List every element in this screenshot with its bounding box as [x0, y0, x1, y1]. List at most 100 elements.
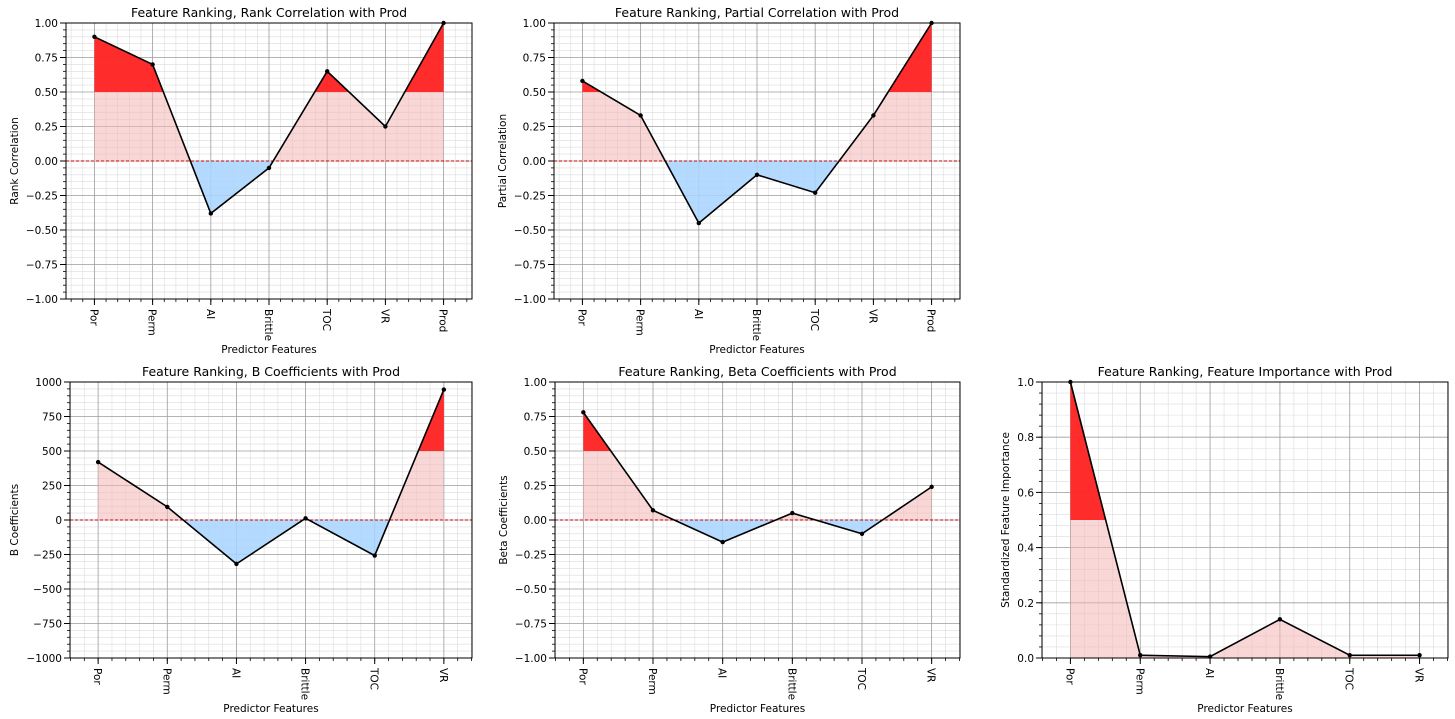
- x-axis: Por Perm AI Brittle TOC VR: [70, 658, 472, 700]
- y-axis-label: Standardized Feature Importance: [1000, 432, 1012, 608]
- x-tick-label: Perm: [1133, 668, 1145, 695]
- x-axis: Por Perm AI Brittle TOC VR: [555, 658, 960, 700]
- x-tick-label: Por: [576, 668, 588, 685]
- x-tick-label: VR: [378, 309, 390, 323]
- data-point: [929, 484, 934, 490]
- data-point: [372, 553, 377, 558]
- data-point: [1417, 653, 1422, 658]
- chart-panel-1: −1.00 −0.75 −0.50 −0.25 0.00 0.25 0.50 0.75 1.00…: [9, 5, 473, 356]
- y-tick-label: 1.0: [1017, 377, 1034, 389]
- positive-fill: [98, 389, 444, 520]
- data-point: [1138, 653, 1143, 658]
- y-tick-label: 0.00: [524, 515, 547, 527]
- y-axis: −1.00 −0.75 −0.50 −0.25 0.00 0.25 0.50 0.75 1.00: [514, 18, 554, 306]
- y-tick-label: −0.75: [26, 260, 58, 272]
- y-axis: −1000 −750 −500 −250 0 250 500 750 1000: [26, 377, 70, 665]
- y-tick-label: 1.00: [523, 18, 546, 30]
- y-tick-label: 0.6: [1017, 487, 1034, 499]
- data-point: [150, 62, 155, 67]
- y-tick-label: 0.50: [524, 446, 547, 458]
- y-axis-label: Rank Correlation: [9, 117, 21, 204]
- y-tick-label: −500: [33, 584, 62, 596]
- x-tick-label: Prod: [925, 309, 937, 332]
- y-axis-label: Beta Coefficients: [498, 475, 510, 564]
- y-tick-label: 0: [55, 515, 62, 527]
- data-point: [1347, 653, 1352, 658]
- y-tick-label: 0.50: [35, 87, 58, 99]
- x-tick-label: TOC: [855, 667, 867, 690]
- x-tick-label: Brittle: [1273, 668, 1285, 700]
- chart-panel-2: −1.00 −0.75 −0.50 −0.25 0.00 0.25 0.50 0.75 1.00…: [497, 5, 961, 356]
- y-axis: 0.0 0.2 0.4 0.6 0.8 1.0: [1017, 377, 1042, 665]
- y-tick-label: −0.75: [515, 619, 547, 631]
- y-tick-label: 0.0: [1017, 653, 1034, 665]
- y-tick-label: −1.00: [26, 294, 58, 306]
- x-axis: Por Perm AI Brittle TOC VR Prod: [558, 299, 956, 341]
- x-tick-label: TOC: [368, 667, 380, 690]
- x-tick-label: Brittle: [750, 309, 762, 341]
- y-tick-label: −1.00: [515, 653, 547, 665]
- x-tick-label: TOC: [320, 308, 332, 331]
- data-point: [324, 69, 330, 74]
- x-axis: Por Perm AI Brittle TOC VR: [1042, 658, 1448, 700]
- x-tick-label: Brittle: [262, 309, 274, 341]
- y-tick-label: 0.75: [524, 412, 547, 424]
- x-axis-label: Predictor Features: [709, 344, 804, 356]
- y-tick-label: 0.00: [35, 156, 58, 168]
- y-tick-label: 0.2: [1017, 598, 1034, 610]
- y-tick-label: 0.75: [523, 53, 546, 65]
- chart-panel-4: −1.00 −0.75 −0.50 −0.25 0.00 0.25 0.50 0.75 1.00…: [498, 364, 961, 715]
- y-axis-label: Partial Correlation: [497, 114, 509, 208]
- chart-title: Feature Ranking, Partial Correlation wit…: [615, 5, 899, 20]
- strong-fill: [582, 23, 932, 92]
- x-tick-label: TOC: [1343, 667, 1355, 690]
- data-point: [638, 113, 643, 118]
- x-tick-label: Perm: [146, 309, 158, 336]
- y-tick-label: −0.50: [515, 584, 547, 596]
- chart-panel-5: 0.0 0.2 0.4 0.6 0.8 1.0 Por Perm AI Brittle TOC VR F…: [1000, 364, 1449, 715]
- y-tick-label: −0.25: [514, 191, 546, 203]
- y-tick-label: 1.00: [524, 377, 547, 389]
- x-tick-label: Prod: [437, 309, 449, 332]
- data-point: [720, 539, 725, 545]
- x-tick-label: VR: [925, 668, 937, 682]
- negative-fill: [583, 520, 932, 543]
- x-tick-label: Perm: [646, 668, 658, 695]
- y-tick-label: 0.50: [523, 87, 546, 99]
- data-point: [790, 510, 795, 516]
- y-tick-label: −1000: [26, 653, 62, 665]
- x-tick-label: AI: [1203, 668, 1215, 678]
- series-line: [97, 389, 445, 565]
- data-point: [1277, 617, 1283, 622]
- y-tick-label: −1.00: [514, 294, 546, 306]
- y-tick-label: 0.00: [523, 156, 546, 168]
- data-point: [303, 516, 308, 521]
- data-point: [208, 211, 214, 216]
- x-tick-label: Por: [87, 309, 99, 326]
- y-tick-label: 0.8: [1017, 432, 1034, 444]
- x-axis: Por Perm AI Brittle TOC VR Prod: [70, 299, 468, 341]
- y-tick-label: −0.50: [26, 225, 58, 237]
- data-point: [650, 508, 656, 513]
- x-tick-label: AI: [204, 309, 216, 319]
- x-axis-label: Predictor Features: [223, 703, 318, 715]
- y-tick-label: 0.75: [35, 53, 58, 65]
- positive-fill: [1070, 382, 1420, 658]
- positive-fill: [583, 412, 932, 520]
- x-tick-label: Perm: [160, 668, 172, 695]
- x-tick-label: VR: [1413, 668, 1425, 682]
- y-axis-label: B Coefficients: [9, 484, 21, 556]
- positive-fill: [582, 23, 932, 161]
- data-point: [580, 78, 585, 84]
- y-tick-label: 0.25: [35, 122, 58, 134]
- x-tick-label: TOC: [808, 308, 820, 331]
- y-tick-label: 0.25: [524, 481, 547, 493]
- series-line: [1069, 381, 1420, 658]
- data-point: [383, 124, 388, 129]
- x-tick-label: AI: [229, 668, 241, 678]
- y-tick-label: −0.75: [514, 260, 546, 272]
- chart-title: Feature Ranking, B Coefficients with Pro…: [142, 364, 400, 379]
- data-point: [441, 387, 447, 392]
- data-point: [95, 459, 101, 465]
